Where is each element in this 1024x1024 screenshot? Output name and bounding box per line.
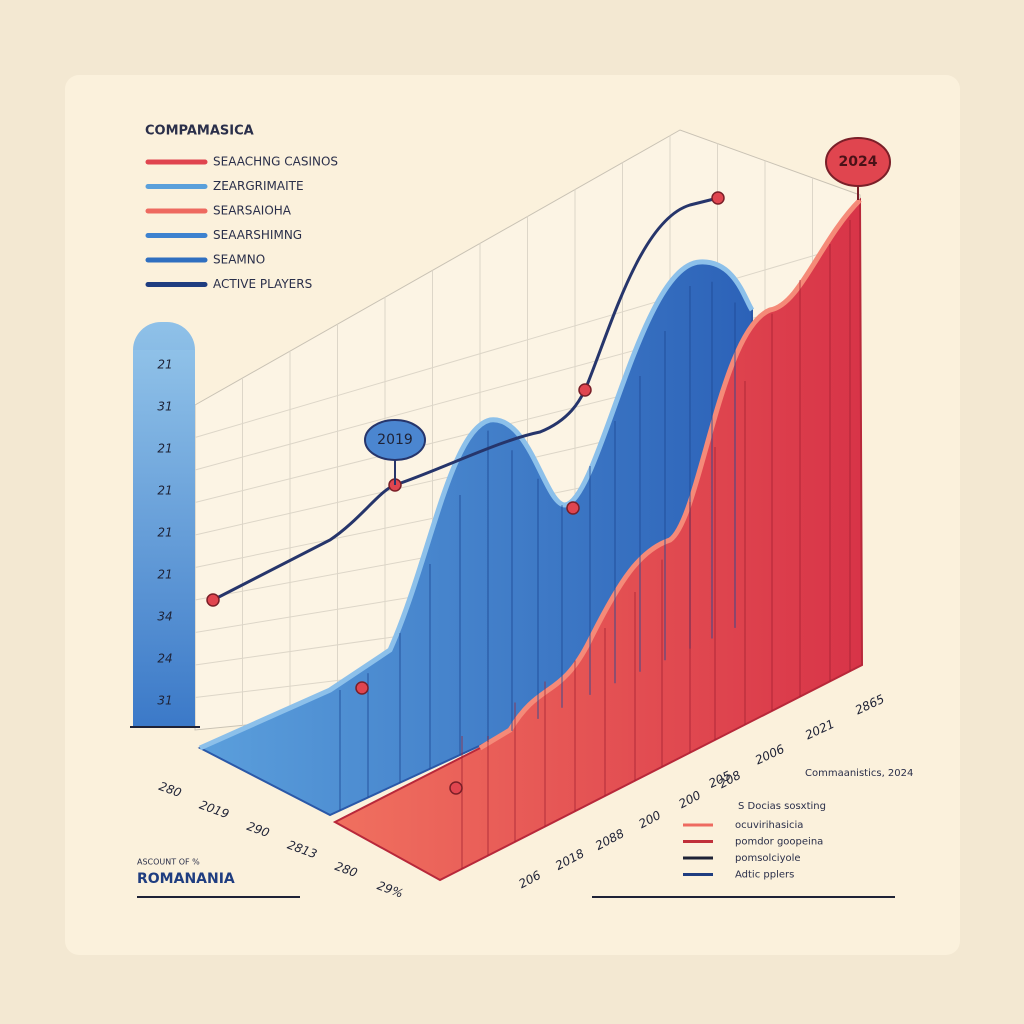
legend-label: pomsolciyole (735, 853, 801, 864)
dot (449, 781, 463, 795)
legend-label: ACTIVE PLAYERS (213, 277, 312, 291)
badge (364, 419, 426, 461)
legend-label: SEAACHNG CASINOS (213, 155, 338, 169)
grid-line (194, 241, 861, 438)
blue-ridge (198, 259, 755, 751)
legend-title: COMPAMASICA (145, 124, 254, 139)
pillar-label: 21 (157, 442, 172, 456)
stripes (339, 220, 851, 869)
pillar-label: 31 (157, 400, 172, 414)
trend-line (212, 196, 719, 602)
legend-label: ocuvirihasicia (735, 820, 803, 831)
dot (711, 191, 725, 205)
dot (566, 501, 580, 515)
badge-label: 2019 (377, 432, 413, 448)
pillar-label: 21 (157, 526, 172, 540)
pillar-label: 31 (157, 694, 172, 708)
legend-label: ZEARGRIMAITE (213, 179, 304, 193)
footer-caption: ASCOUNT OF % (137, 858, 200, 867)
pillar-body (133, 350, 195, 727)
pillar-labels: 21 31 21 21 21 21 34 24 31 (157, 358, 172, 708)
pillar-label: 21 (157, 484, 172, 498)
legend-label: pomdor goopeina (735, 837, 823, 848)
legend-label: SEARSAIOHA (213, 204, 292, 218)
footer-name: ROMANANIA (137, 871, 235, 887)
right-legend: ocuvirihasicia pomdor goopeina pomsolciyol… (683, 820, 823, 881)
pillar-label: 24 (157, 652, 172, 666)
dot (206, 593, 220, 607)
legend-label: SEAARSHIMNG (213, 228, 302, 242)
dot (355, 681, 369, 695)
legend: SEAACHNG CASINOS ZEARGRIMAITE SEARSAIOHA SE… (145, 155, 338, 291)
right-legend-heading: S Docias sosxting (738, 801, 826, 812)
pillar-label: 34 (157, 610, 172, 624)
legend-label: Adtic pplers (735, 870, 794, 881)
dot (578, 383, 592, 397)
badge (825, 137, 891, 187)
legend-label: SEAMNO (213, 253, 265, 267)
red-ridge (478, 198, 862, 751)
badge-label: 2024 (839, 154, 878, 170)
source: Commaanistics, 2024 (805, 768, 913, 779)
pillar-label: 21 (157, 358, 172, 372)
pillar-label: 21 (157, 568, 172, 582)
